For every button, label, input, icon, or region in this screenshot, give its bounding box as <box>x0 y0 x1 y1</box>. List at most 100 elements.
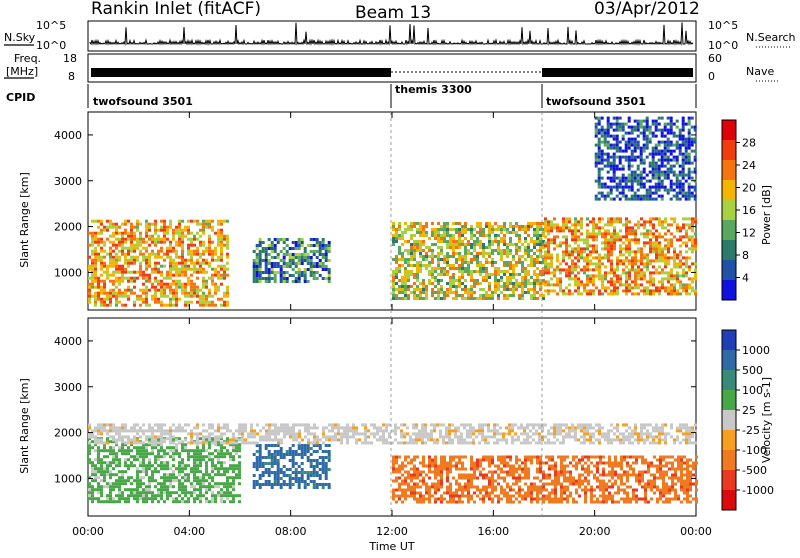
power-cell <box>115 226 118 229</box>
power-cell <box>163 229 166 232</box>
power-cell <box>88 256 91 259</box>
power-cell <box>661 223 664 226</box>
power-cell <box>607 223 610 226</box>
power-cell <box>530 249 533 252</box>
velocity-cell <box>118 482 121 485</box>
velocity-cell <box>316 471 319 474</box>
power-cell <box>583 259 586 262</box>
velocity-cell <box>301 474 304 477</box>
power-cell <box>619 250 622 253</box>
velocity-cell <box>512 468 515 471</box>
power-cell <box>301 241 304 244</box>
velocity-cell <box>196 482 199 485</box>
power-cell <box>488 285 491 288</box>
velocity-cell <box>437 474 440 477</box>
velocity-cell <box>455 468 458 471</box>
power-cell <box>559 262 562 265</box>
power-cell <box>598 168 601 171</box>
velocity-cell <box>542 462 545 465</box>
power-cell <box>226 244 229 247</box>
power-cell <box>428 255 431 258</box>
power-cell <box>536 240 539 243</box>
power-cell <box>208 304 211 307</box>
power-cell <box>628 247 631 250</box>
power-cell <box>166 283 169 286</box>
velocity-cell <box>196 479 199 482</box>
velocity-cell <box>554 492 557 495</box>
velocity-cell <box>229 467 232 470</box>
power-cell <box>94 235 97 238</box>
velocity-cell <box>154 494 157 497</box>
power-cell <box>643 223 646 226</box>
velocity-cell <box>425 492 428 495</box>
velocity-cell <box>115 473 118 476</box>
velocity-cell <box>479 474 482 477</box>
power-cell <box>319 250 322 253</box>
velocity-cell <box>506 483 509 486</box>
power-cell <box>407 294 410 297</box>
power-cell <box>691 171 694 174</box>
velocity-cell <box>163 485 166 488</box>
power-cell <box>226 220 229 223</box>
power-cell <box>571 262 574 265</box>
power-cell <box>178 283 181 286</box>
power-cell <box>547 250 550 253</box>
velocity-cell <box>395 477 398 480</box>
power-cell <box>649 220 652 223</box>
power-cell <box>574 268 577 271</box>
velocity-cell <box>515 492 518 495</box>
power-cell <box>539 228 542 231</box>
power-cell <box>625 286 628 289</box>
velocity-cell <box>536 495 539 498</box>
power-cell <box>574 241 577 244</box>
power-cell <box>655 123 658 126</box>
power-cell <box>172 283 175 286</box>
velocity-cell <box>476 477 479 480</box>
velocity-cell <box>100 491 103 494</box>
power-cell <box>292 280 295 283</box>
power-cell <box>691 277 694 280</box>
power-cell <box>166 229 169 232</box>
power-cell <box>625 198 628 201</box>
velocity-cell <box>578 483 581 486</box>
power-cell <box>667 271 670 274</box>
power-cell <box>542 297 545 300</box>
velocity-cell <box>446 474 449 477</box>
power-cell <box>470 243 473 246</box>
power-cell <box>322 238 325 241</box>
velocity-cell <box>220 494 223 497</box>
power-cell <box>422 264 425 267</box>
power-cell <box>115 223 118 226</box>
power-cell <box>160 295 163 298</box>
power-cell <box>443 222 446 225</box>
power-cell <box>586 265 589 268</box>
power-cell <box>130 247 133 250</box>
power-cell <box>536 222 539 225</box>
velocity-cell <box>470 462 473 465</box>
power-cell <box>536 273 539 276</box>
power-cell <box>401 291 404 294</box>
power-cell <box>503 222 506 225</box>
power-cell <box>482 276 485 279</box>
power-cell <box>467 243 470 246</box>
velocity-cell <box>419 474 422 477</box>
velocity-cell <box>328 483 331 486</box>
velocity-cell <box>488 492 491 495</box>
power-cell <box>145 241 148 244</box>
power-cell <box>592 235 595 238</box>
power-cell <box>473 243 476 246</box>
power-cell <box>446 243 449 246</box>
power-cell <box>655 171 658 174</box>
power-cell <box>568 271 571 274</box>
power-cell <box>145 265 148 268</box>
power-cell <box>512 243 515 246</box>
velocity-cell <box>509 486 512 489</box>
power-cell <box>655 129 658 132</box>
power-cell <box>595 262 598 265</box>
power-cell <box>610 262 613 265</box>
power-cell <box>410 258 413 261</box>
velocity-cell <box>151 491 154 494</box>
power-cell <box>601 159 604 162</box>
power-cell <box>613 168 616 171</box>
power-cell <box>157 262 160 265</box>
